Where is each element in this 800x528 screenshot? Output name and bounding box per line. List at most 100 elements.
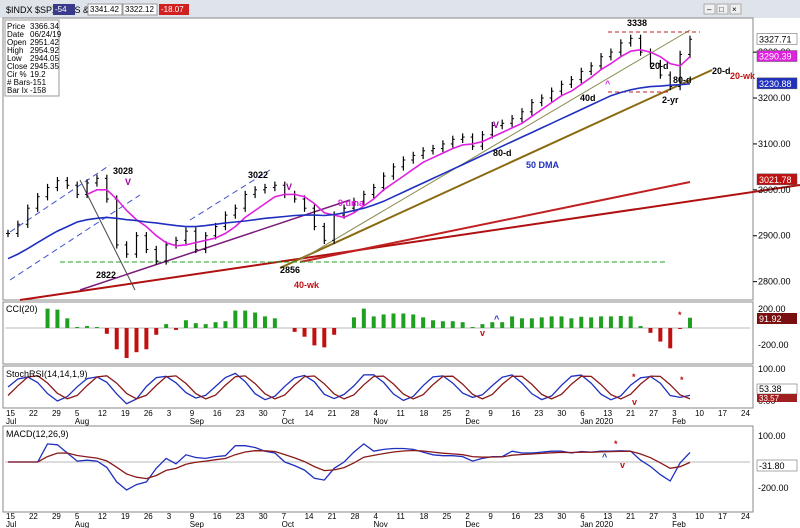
x-day-label: 6 <box>580 512 585 521</box>
cci-value-tag: 91.92 <box>759 314 782 324</box>
x-day-label: 9 <box>190 512 195 521</box>
x-day-label: 22 <box>29 409 38 418</box>
stoch-mark: v <box>632 397 637 407</box>
x-day-label: 10 <box>695 409 704 418</box>
x-day-label: 3 <box>167 409 172 418</box>
info-key: Close <box>7 62 28 71</box>
x-day-label: 29 <box>52 409 61 418</box>
info-value: 19.2 <box>30 70 46 79</box>
info-value: 06/24/19 <box>30 30 62 39</box>
x-day-label: 21 <box>328 409 337 418</box>
stoch-value-tag: 53.38 <box>759 384 782 394</box>
x-day-label: 12 <box>98 512 107 521</box>
x-day-label: 28 <box>351 409 360 418</box>
series-layer <box>7 48 691 260</box>
chart-annotation: 20-d <box>712 66 731 76</box>
info-key: Bar Ix <box>7 86 28 95</box>
macd-value-box <box>756 459 798 472</box>
x-day-label: 24 <box>741 409 750 418</box>
header-badge: 3341.42 <box>90 5 119 14</box>
x-day-label: 23 <box>236 409 245 418</box>
x-month-label: Dec <box>465 417 479 426</box>
y-tick-label: 2800.00 <box>758 277 791 287</box>
x-day-label: 2 <box>465 512 470 521</box>
x-day-label: 3 <box>167 512 172 521</box>
x-day-label: 14 <box>305 512 314 521</box>
chart-annotation: 3022 <box>248 170 268 180</box>
cci-tick-label: -200.00 <box>758 340 789 350</box>
trend-line-40wk <box>19 184 800 301</box>
maximize-button[interactable] <box>716 3 729 15</box>
trend-line-2yr <box>279 69 713 269</box>
info-value: -158 <box>30 86 47 95</box>
x-day-label: 25 <box>442 409 451 418</box>
trend-line-upper <box>299 29 691 261</box>
macd-label: MACD(12,26,9) <box>6 429 69 439</box>
minimize-button[interactable] <box>703 3 716 15</box>
header-badge: -54 <box>55 5 67 14</box>
x-day-label: 16 <box>213 512 222 521</box>
chart-annotation: 2856 <box>280 265 300 275</box>
x-month-label: Jan 2020 <box>580 520 613 528</box>
price-layer <box>6 34 692 265</box>
x-day-label: 21 <box>328 512 337 521</box>
x-day-label: 3 <box>672 512 677 521</box>
cci-tick-label: 200.00 <box>758 304 786 314</box>
x-day-label: 30 <box>557 409 566 418</box>
info-value: 2954.92 <box>30 46 59 55</box>
x-day-label: 6 <box>580 409 585 418</box>
y-tick-label: 3000.00 <box>758 185 791 195</box>
x-day-label: 13 <box>603 512 612 521</box>
chart-annotation: 40-wk <box>294 280 320 290</box>
series-line <box>7 83 691 260</box>
x-day-label: 21 <box>626 409 635 418</box>
info-value: 2944.05 <box>30 54 59 63</box>
y-tick-label: 2900.00 <box>758 231 791 241</box>
x-day-label: 19 <box>121 512 130 521</box>
stoch-label: StochRSI(14,14,1,9) <box>6 369 88 379</box>
minimize-icon: – <box>707 5 712 14</box>
x-month-label: Jan 2020 <box>580 417 613 426</box>
x-day-label: 16 <box>213 409 222 418</box>
x-day-label: 16 <box>511 409 520 418</box>
x-day-label: 27 <box>649 512 658 521</box>
cci-label: CCI(20) <box>6 304 38 314</box>
x-month-label: Oct <box>282 417 295 426</box>
x-day-label: 21 <box>626 512 635 521</box>
x-day-label: 30 <box>557 512 566 521</box>
x-month-label: Feb <box>672 417 686 426</box>
chart-title: $INDX $SPX.X - S & P 500 INDEX <box>6 5 145 15</box>
x-month-label: Nov <box>374 520 388 528</box>
chart-annotation: 3028 <box>113 166 133 176</box>
chart-annotation: V <box>286 182 292 192</box>
maximize-icon: □ <box>719 5 724 14</box>
x-day-label: 24 <box>741 512 750 521</box>
macd-value-tag: -31.80 <box>759 461 785 471</box>
badge-box <box>122 3 158 16</box>
x-day-label: 10 <box>695 512 704 521</box>
badge-box <box>159 4 189 15</box>
x-month-label: Dec <box>465 520 479 528</box>
info-key: # Bars <box>7 78 30 87</box>
cci-mark: ^ <box>494 314 500 324</box>
info-key: High <box>7 46 23 55</box>
x-day-label: 15 <box>6 512 15 521</box>
macd-signal-line <box>8 449 691 480</box>
x-day-label: 26 <box>144 409 153 418</box>
x-day-label: 3 <box>672 409 677 418</box>
chart-annotation: 20-wk <box>730 71 756 81</box>
x-day-label: 12 <box>98 409 107 418</box>
stoch-panel-frame <box>2 365 754 409</box>
wedge-line <box>79 179 136 291</box>
x-month-label: Jul <box>6 417 16 426</box>
x-day-label: 19 <box>121 409 130 418</box>
price-tag: 3290.39 <box>759 52 792 62</box>
x-day-label: 7 <box>282 409 287 418</box>
x-day-label: 2 <box>465 409 470 418</box>
info-key: Cir % <box>7 70 27 79</box>
trend-line-20wk <box>299 181 691 263</box>
info-key: Date <box>7 30 24 39</box>
title-bar <box>0 0 800 18</box>
close-button[interactable] <box>729 3 742 15</box>
x-day-label: 9 <box>190 409 195 418</box>
